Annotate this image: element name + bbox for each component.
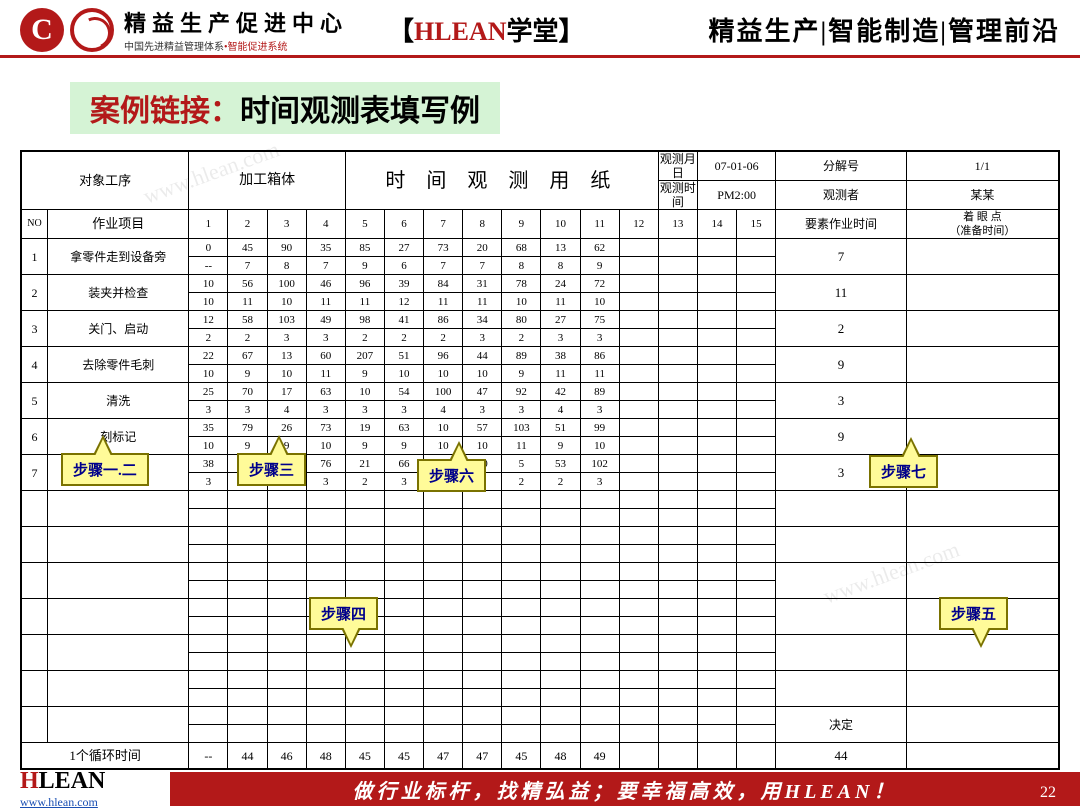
callout-c5: 步骤五 [939, 597, 1008, 630]
logo-block: C [20, 8, 114, 52]
org-subtitle: 中国先进精益管理体系•智能促进系统 [124, 38, 348, 53]
observation-sheet: 对象工序加工箱体时 间 观 测 用 纸观测月日07-01-06分解号1/1观测时… [20, 150, 1060, 770]
logo-c-icon: C [20, 8, 64, 52]
logo-ring-icon [70, 8, 114, 52]
org-block: 精益生产促进中心 中国先进精益管理体系•智能促进系统 [124, 6, 348, 53]
footer-left: HLEAN www.hlean.com [0, 768, 170, 810]
callout-c3: 步骤三 [237, 453, 306, 486]
callout-c7: 步骤七 [869, 455, 938, 488]
footer-slogan: 做行业标杆，找精弘益；要幸福高效，用HLEAN！ [170, 772, 1080, 806]
hlean-logo: HLEAN [20, 768, 170, 795]
org-title: 精益生产促进中心 [124, 6, 348, 38]
page-header: C 精益生产促进中心 中国先进精益管理体系•智能促进系统 【HLEAN学堂】 精… [0, 0, 1080, 58]
callout-c4: 步骤四 [309, 597, 378, 630]
callout-c1: 步骤一.二 [61, 453, 149, 486]
slide-title: 案例链接：时间观测表填写例 [70, 82, 500, 134]
callout-c6: 步骤六 [417, 459, 486, 492]
hlean-url: www.hlean.com [20, 795, 170, 810]
brand-tagline: 精益生产|智能制造|管理前沿 [709, 11, 1060, 48]
page-footer: HLEAN www.hlean.com 做行业标杆，找精弘益；要幸福高效，用HL… [0, 768, 1080, 810]
brand-center: 【HLEAN学堂】 [388, 11, 585, 48]
page-number: 22 [1040, 784, 1056, 802]
